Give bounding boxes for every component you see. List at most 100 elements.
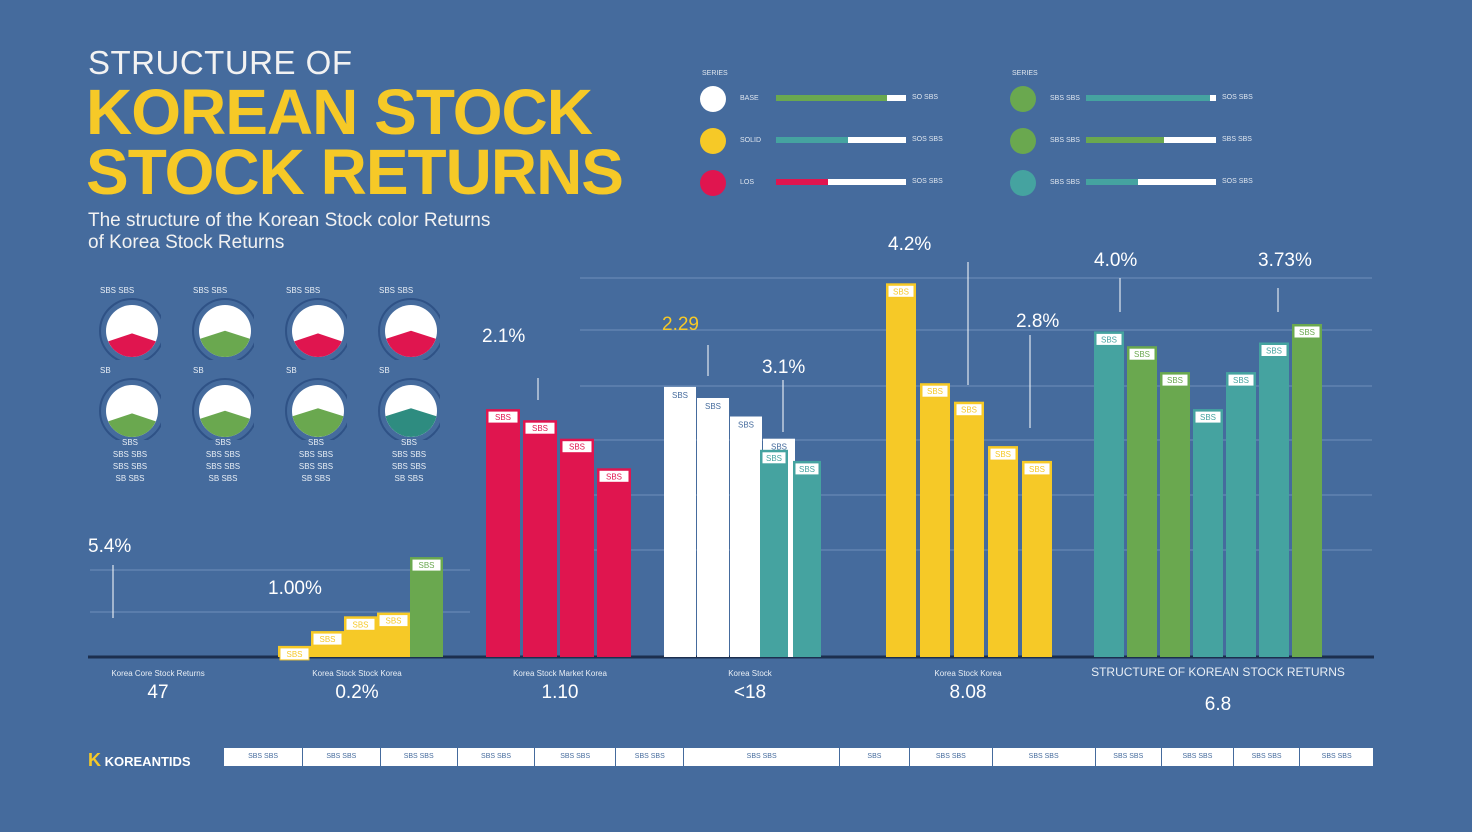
bar-annotation: 1.00% xyxy=(268,578,322,599)
category-value: 0.2% xyxy=(335,682,378,703)
pie-slice xyxy=(108,413,156,437)
pie-slice xyxy=(200,410,250,437)
legend-right-bar-fill xyxy=(1086,179,1138,185)
bar-tag: SBS xyxy=(606,472,622,481)
bar-annotation: 2.8% xyxy=(1016,311,1059,332)
bar-tag: SBS xyxy=(1266,347,1282,356)
bar xyxy=(560,438,594,657)
legend-right-label: SBS SBS xyxy=(1050,137,1080,144)
bar-tag: SBS xyxy=(352,620,368,629)
bar-tag-box xyxy=(524,421,556,435)
legend-right-swatch xyxy=(1010,86,1036,112)
subtitle-line2: of Korea Stock Returns xyxy=(88,232,285,253)
legend-left-value: SOS SBS xyxy=(912,136,943,143)
pie-ring xyxy=(192,378,254,440)
bar-tag: SBS xyxy=(995,450,1011,459)
pie-caption: SBS SBS xyxy=(391,462,427,471)
bar xyxy=(1094,331,1124,657)
legend-right-swatch xyxy=(1010,128,1036,154)
pie-ring xyxy=(378,298,440,360)
bar xyxy=(1022,460,1052,657)
footer-cell: SBS SBS xyxy=(224,748,304,766)
pie-top-label: SB xyxy=(286,366,297,375)
bar-tag-box xyxy=(1194,410,1222,424)
pie-slice xyxy=(385,408,437,437)
pie-slice xyxy=(200,330,250,357)
bar-tag-box xyxy=(1227,373,1255,387)
pie-chart xyxy=(99,298,161,360)
bar-annotation: 4.2% xyxy=(888,234,931,255)
bar-tag-box xyxy=(411,558,442,572)
category-label: STRUCTURE OF KOREAN STOCK RETURNS xyxy=(1091,665,1345,679)
legend-left-item: LOS SOS SBS xyxy=(700,170,980,196)
bar-tag: SBS xyxy=(286,650,302,659)
bar xyxy=(920,383,950,657)
bar-tag: SBS xyxy=(672,391,688,400)
bar-tag-box xyxy=(1293,325,1321,339)
bar xyxy=(697,398,729,657)
category-value: 8.08 xyxy=(950,682,987,703)
pie-grid: SBS SBS SBS SBS SBS SBS SBS SBS SB SB SB SB SBS S… xyxy=(88,286,468,486)
bar xyxy=(954,401,984,657)
bar xyxy=(1127,346,1157,657)
footer-cell: SBS SBS xyxy=(1096,748,1162,766)
bar-tag-box xyxy=(1128,347,1156,361)
legend-left-label: BASE xyxy=(740,95,759,102)
bar-tag-box xyxy=(1161,373,1189,387)
pie-top-label: SB xyxy=(379,366,390,375)
bar-tag-box xyxy=(487,410,519,424)
legend-left-swatch xyxy=(700,170,726,196)
bar-tag: SBS xyxy=(385,617,401,626)
legend-left-label: LOS xyxy=(740,179,755,186)
footer-cell: SBS SBS xyxy=(381,748,458,766)
bar-annotation: 3.1% xyxy=(762,357,805,378)
category-label: Korea Stock xyxy=(728,669,773,678)
bar-tag: SBS xyxy=(1167,376,1183,385)
category-value: 6.8 xyxy=(1205,694,1231,715)
bar-tag: SBS xyxy=(705,402,721,411)
footer-cell: SBS SBS xyxy=(1162,748,1234,766)
brand-name: KOREANTIDS xyxy=(104,754,191,769)
bar-tag: SBS xyxy=(766,454,782,463)
legend-left-value: SOS SBS xyxy=(912,178,943,185)
bar-annotation: 2.1% xyxy=(482,326,525,347)
bar-tag-box xyxy=(794,462,820,476)
bar-tag: SBS xyxy=(738,421,754,430)
legend-right-label: SBS SBS xyxy=(1050,179,1080,186)
footer-cell: SBS SBS xyxy=(303,748,381,766)
bar xyxy=(1259,342,1289,657)
bar-tag: SBS xyxy=(418,561,434,570)
pie-caption: SBS xyxy=(307,438,324,447)
pie-caption: SBS xyxy=(121,438,138,447)
legend-right-item: SBS SBS SOS SBS xyxy=(1010,170,1340,196)
pie-chart xyxy=(192,378,254,440)
legend-left-label: SOLID xyxy=(740,137,762,144)
legend-left-item: SOLID SOS SBS xyxy=(700,128,980,154)
brand-logo: K KOREANTIDS xyxy=(88,750,191,771)
bar-tag: SBS xyxy=(1200,413,1216,422)
bar xyxy=(410,557,443,657)
legend-right-bar-track xyxy=(1086,95,1216,101)
pie-slice xyxy=(386,330,436,357)
bar-tag-box xyxy=(955,403,983,417)
legend-left-bar-fill xyxy=(776,95,887,101)
bar xyxy=(1193,409,1223,657)
legend-left-bar-track xyxy=(776,95,906,101)
bar-tag-box xyxy=(698,399,728,413)
footer-table: SBS SBS SBS SBS SBS SBS SBS SBS SBS SBS SBS S… xyxy=(224,748,1375,766)
bar xyxy=(486,409,520,657)
category-label: Korea Stock Stock Korea xyxy=(312,669,402,678)
bar-tag: SBS xyxy=(927,387,943,396)
bar-tag-box xyxy=(989,447,1017,461)
category-value: <18 xyxy=(734,682,766,703)
pie-slice xyxy=(108,333,156,357)
bar xyxy=(730,416,762,657)
bar-tag-box xyxy=(1260,344,1288,357)
bar-tag: SBS xyxy=(961,406,977,415)
legend-right-value: SOS SBS xyxy=(1222,178,1253,185)
category-label: Korea Stock Market Korea xyxy=(513,669,607,678)
pie-top-label: SB xyxy=(100,366,111,375)
bar-tag-box xyxy=(345,617,376,631)
footer-cell: SBS SBS xyxy=(535,748,617,766)
